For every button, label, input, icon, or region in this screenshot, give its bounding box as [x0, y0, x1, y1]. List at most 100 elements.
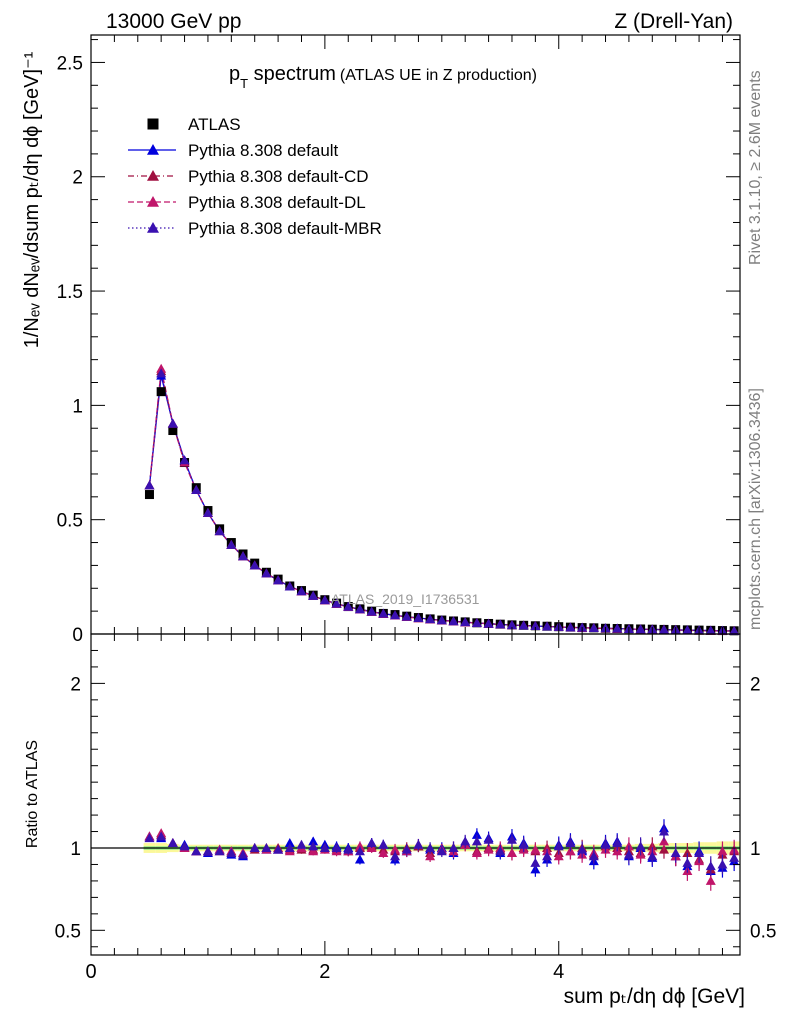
data-point [729, 626, 740, 636]
data-point [448, 616, 459, 626]
legend-label: Pythia 8.308 default [188, 141, 339, 160]
mcplots-label: mcplots.cern.ch [arXiv:1306.3436] [747, 388, 764, 630]
ratio-point [565, 838, 576, 848]
ratio-point [577, 844, 588, 854]
data-point [530, 620, 541, 630]
data-point [518, 620, 529, 630]
legend-label: Pythia 8.308 default-CD [188, 167, 369, 186]
data-point [249, 560, 260, 570]
ratio-point [308, 836, 319, 846]
data-point [705, 625, 716, 635]
y-tick-label: 1 [72, 396, 83, 417]
legend-marker [147, 170, 159, 181]
ratio-point [167, 838, 178, 848]
data-point [682, 625, 693, 635]
ratio-point [471, 829, 482, 839]
data-point [156, 363, 167, 373]
x-tick-label: 2 [319, 961, 330, 983]
ratio-point [284, 843, 295, 852]
data-point [319, 595, 330, 605]
ratio-point [530, 844, 541, 854]
ratio-point [553, 841, 564, 851]
ratio-point [647, 851, 658, 861]
y-tick-label-right: 2 [750, 674, 761, 695]
ratio-point [226, 847, 237, 857]
data-point [168, 426, 178, 436]
data-point [226, 539, 237, 549]
plot-title-rest: spectrum [248, 63, 336, 85]
ratio-point [436, 846, 447, 856]
y-tick-label-right: 1 [750, 839, 761, 860]
ratio-point [179, 841, 190, 851]
ratio-point [202, 846, 213, 856]
ratio-y-axis-label: Ratio to ATLAS [24, 740, 41, 848]
data-point [390, 610, 401, 620]
ratio-point [331, 843, 342, 852]
legend-label: Pythia 8.308 default-MBR [188, 219, 382, 238]
ratio-point [401, 844, 412, 854]
ratio-point [553, 851, 564, 861]
ratio-point [366, 838, 377, 848]
plot-title-p: p [229, 63, 240, 85]
ratio-point [694, 847, 705, 857]
ratio-point [635, 841, 646, 851]
data-point [296, 586, 307, 596]
ratio-point [425, 851, 436, 861]
data-point [425, 614, 436, 624]
data-point [179, 455, 190, 465]
x-axis-label: sum pₜ/dη dϕ [GeV] [564, 985, 745, 1008]
data-point [565, 622, 576, 632]
ratio-point [483, 844, 494, 854]
ratio-point [354, 846, 365, 856]
ratio-point [658, 836, 669, 846]
data-point [343, 601, 354, 611]
data-point [460, 617, 471, 627]
y-tick-label: 0.5 [57, 511, 83, 532]
ratio-point [518, 839, 529, 849]
ratio-point [191, 846, 202, 856]
y-tick-label: 1 [70, 839, 81, 860]
data-point [413, 612, 424, 622]
ratio-point [238, 849, 249, 859]
ratio-point [460, 836, 471, 846]
legend-marker [147, 144, 159, 155]
legend: ATLAS Pythia 8.308 default Pythia 8.308 de… [128, 115, 382, 238]
ratio-point [144, 833, 155, 843]
legend-marker [147, 118, 159, 130]
data-point [202, 507, 213, 517]
ratio-point [600, 839, 611, 849]
header-left: 13000 GeV pp [106, 10, 241, 33]
ratio-point [670, 847, 681, 857]
ratio-point [390, 844, 401, 854]
legend-marker [147, 222, 159, 233]
ratio-point [658, 826, 669, 836]
ratio-point [588, 851, 599, 861]
data-point [471, 618, 482, 628]
ratio-point [343, 844, 354, 854]
ratio-point [717, 846, 728, 856]
ratio-series-pythia-8-308-default-mbr [144, 822, 740, 876]
data-point [214, 526, 225, 536]
ratio-panel: 0.5 0.5 1 1 2 2 0 2 4 [55, 633, 776, 983]
plot-title-note: (ATLAS UE in Z production) [340, 67, 537, 84]
data-point [495, 619, 506, 629]
data-point [483, 618, 494, 628]
ratio-point [448, 843, 459, 852]
plot-title: pT spectrum (ATLAS UE in Z production) [229, 63, 537, 91]
ratio-point [612, 838, 623, 848]
data-point [191, 484, 202, 494]
ratio-point [273, 844, 284, 854]
ratio-point [354, 854, 365, 864]
ratio-point [319, 843, 330, 852]
ratio-point [354, 841, 365, 851]
ratio-point [378, 847, 389, 857]
legend-entry-pythia-8-308-default-mbr: Pythia 8.308 default-MBR [128, 219, 382, 238]
data-point [156, 368, 167, 378]
data-point [261, 568, 272, 578]
ratio-point [261, 843, 272, 852]
ratio-point [249, 843, 260, 852]
legend-entry-atlas: ATLAS [147, 115, 241, 134]
ratio-point [542, 851, 553, 861]
data-point [612, 623, 623, 633]
